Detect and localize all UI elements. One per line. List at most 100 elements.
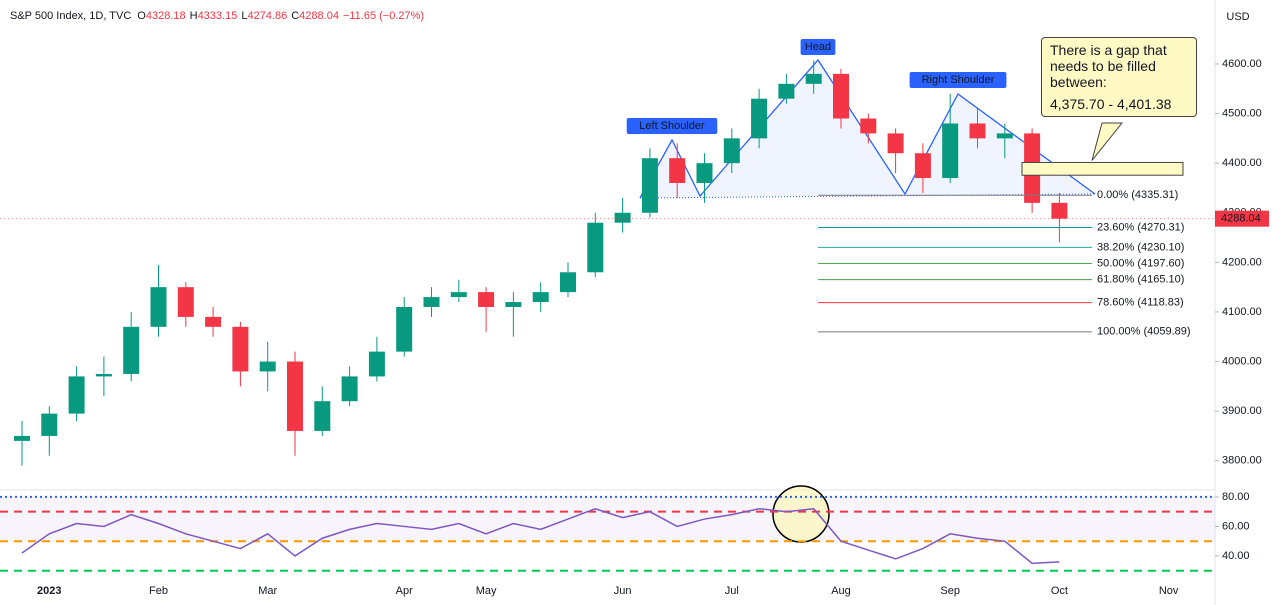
candle-body <box>232 326 249 372</box>
pattern-label-bg <box>909 72 1007 88</box>
header: S&P 500 Index, 1D, TVC O4328.18 H4333.15 L4… <box>10 10 428 22</box>
fib-label: 61.80% (4165.10) <box>1097 274 1184 286</box>
rsi-band <box>0 497 1215 541</box>
ohlc-label: O <box>137 10 146 22</box>
candle-body <box>41 413 58 436</box>
x-tick-label: Aug <box>831 585 851 597</box>
candle-body <box>150 287 167 327</box>
symbol: S&P 500 Index, 1D, TVC <box>10 10 132 22</box>
callout-range: 4,375.70 - 4,401.38 <box>1050 96 1172 112</box>
y-tick-label: 80.00 <box>1222 491 1250 503</box>
x-tick-label: Feb <box>149 585 168 597</box>
callout-pointer <box>1091 122 1124 161</box>
pattern-label: Left Shoulder <box>639 120 705 132</box>
pattern-area <box>640 60 1095 198</box>
candle-body <box>450 292 467 298</box>
fib-label: 78.60% (4118.83) <box>1097 297 1184 309</box>
pattern-zigzag <box>639 58 1096 199</box>
candle-body <box>95 373 112 377</box>
fib-label: 0.00% (4335.31) <box>1097 189 1178 201</box>
fib-label: 100.00% (4059.89) <box>1097 326 1191 338</box>
y-tick-label: 4500.00 <box>1222 107 1262 119</box>
ohlc-value: 4274.86 <box>247 10 288 22</box>
ohlc-value: 4328.18 <box>145 10 186 22</box>
y-tick-label: 3800.00 <box>1222 455 1262 467</box>
rsi-line <box>21 507 1060 565</box>
last-price-tag <box>1215 210 1269 227</box>
fib-label: 23.60% (4270.31) <box>1097 221 1184 233</box>
callout-text: There is a gap that needs to be filled b… <box>1050 42 1167 90</box>
candle-body <box>177 287 194 317</box>
candle-body <box>68 376 85 414</box>
candle-body <box>751 98 768 139</box>
candle-body <box>205 316 222 327</box>
candle-body <box>860 118 877 134</box>
fib-label: 50.00% (4197.60) <box>1097 257 1184 269</box>
candle-body <box>942 123 959 179</box>
x-tick-label: Mar <box>258 585 277 597</box>
y-tick-label: 4200.00 <box>1222 256 1262 268</box>
candle-body <box>1051 202 1068 219</box>
ohlc-value: 4288.04 <box>299 10 339 22</box>
pattern-label-bg <box>800 39 836 55</box>
ohlc-value: 4333.15 <box>197 10 238 22</box>
y-tick-label: 4100.00 <box>1222 306 1262 318</box>
candle-body <box>996 133 1013 139</box>
fib-label: 38.20% (4230.10) <box>1097 241 1184 253</box>
candle-body <box>778 83 795 99</box>
candle-body <box>287 361 303 431</box>
ohlc-label: H <box>189 10 198 22</box>
x-tick-label: Oct <box>1051 585 1068 597</box>
neckline <box>639 193 1096 199</box>
y-tick-label: 3900.00 <box>1222 405 1262 417</box>
x-tick-label: Apr <box>396 585 413 597</box>
candle-body <box>368 351 385 377</box>
y-tick-label: 4600.00 <box>1222 58 1262 70</box>
last-price-label: 4288.04 <box>1221 213 1261 225</box>
candle-body <box>423 297 440 307</box>
candle-body <box>641 158 658 213</box>
candle-body <box>669 158 686 183</box>
candle-body <box>560 272 576 293</box>
candle-body <box>587 222 604 273</box>
candle-body <box>969 123 986 139</box>
candle-body <box>914 153 931 179</box>
ohlc-label: L <box>241 10 248 22</box>
candle-body <box>396 306 413 352</box>
candle-body <box>505 302 522 307</box>
candle-body <box>614 212 631 223</box>
y-tick-label: 4400.00 <box>1222 157 1262 169</box>
pattern-label-bg <box>626 118 718 134</box>
y-tick-label: 4000.00 <box>1222 355 1262 367</box>
y-tick-label: 60.00 <box>1222 520 1250 532</box>
x-tick-label: Jun <box>614 585 632 597</box>
pattern-label: Head <box>805 41 831 53</box>
candle-body <box>805 73 822 84</box>
candle-body <box>341 376 358 402</box>
candle-body <box>123 326 140 374</box>
candle-body <box>833 73 849 119</box>
pattern-label: Right Shoulder <box>922 74 995 86</box>
candle-body <box>532 292 549 303</box>
x-tick-label: Jul <box>725 585 739 597</box>
y-tick-label: 40.00 <box>1222 550 1250 562</box>
callout: There is a gap that needs to be filled b… <box>1041 37 1197 117</box>
candle-body <box>696 163 713 183</box>
candle-body <box>14 435 30 441</box>
candle-body <box>887 133 904 154</box>
x-tick-label: May <box>476 585 497 597</box>
change: −11.65 (−0.27%) <box>342 10 425 22</box>
highlight-circle <box>772 485 830 543</box>
x-tick-label: 2023 <box>37 585 61 597</box>
candle-body <box>314 401 331 431</box>
x-tick-label: Nov <box>1159 585 1179 597</box>
ohlc-label: C <box>291 10 300 22</box>
currency: USD <box>1226 11 1249 23</box>
candle-body <box>259 361 276 372</box>
candle-body <box>478 292 495 307</box>
gap-box <box>1021 161 1184 176</box>
x-tick-label: Sep <box>940 585 960 597</box>
candle-body <box>723 138 740 164</box>
